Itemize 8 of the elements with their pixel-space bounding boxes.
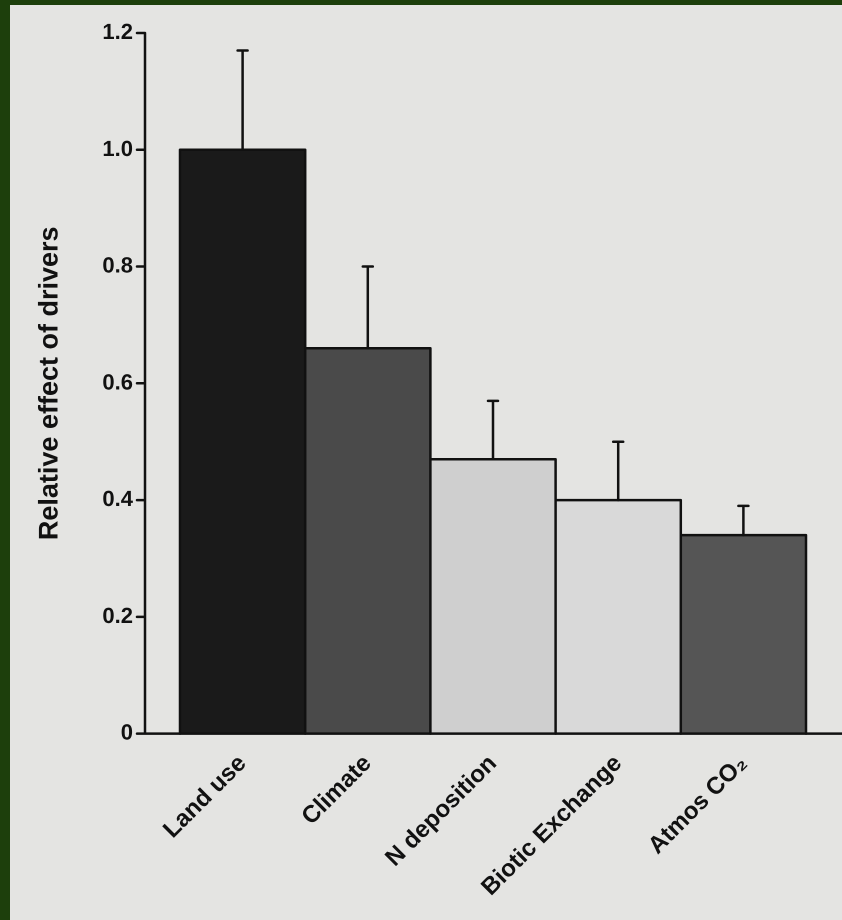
y-tick-label: 1.0: [102, 136, 133, 161]
y-tick-label: 0.6: [102, 369, 133, 394]
y-tick-label: 0.4: [102, 486, 134, 512]
y-tick-label: 0.8: [102, 252, 133, 278]
y-tick-label: 0: [120, 720, 133, 745]
y-tick-label: 1.2: [102, 19, 133, 44]
y-axis-title: Relative effect of drivers: [34, 226, 64, 540]
y-tick-label: 0.2: [102, 602, 133, 628]
